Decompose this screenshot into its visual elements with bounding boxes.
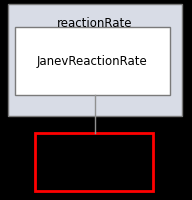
Text: reactionRate: reactionRate bbox=[57, 17, 133, 30]
Bar bbox=[35, 133, 153, 191]
Bar bbox=[15, 28, 170, 96]
Bar bbox=[8, 5, 182, 116]
Text: JanevReactionRate: JanevReactionRate bbox=[37, 55, 148, 68]
